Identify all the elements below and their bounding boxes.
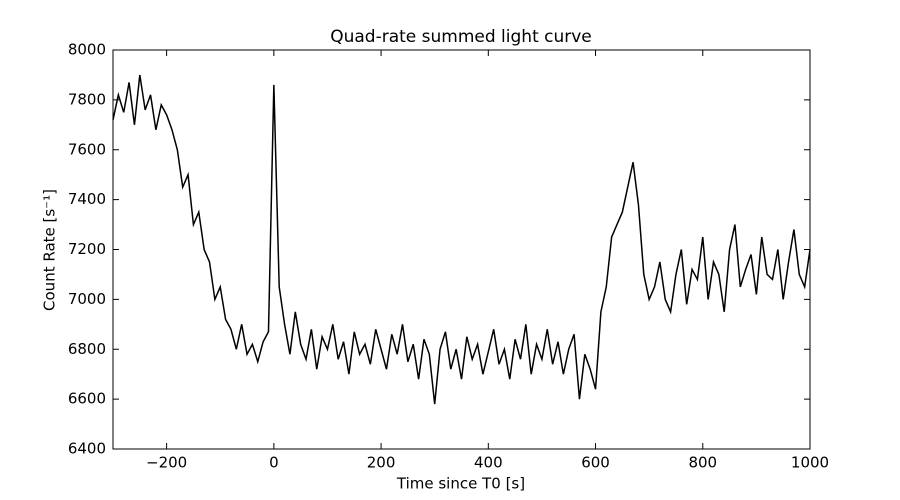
x-tick-label: 400 [474, 454, 503, 472]
y-tick-label: 8000 [68, 41, 106, 59]
data-line [112, 74, 811, 405]
y-tick-label: 7200 [68, 240, 106, 258]
x-tick-label: 800 [688, 454, 717, 472]
y-tick-label: 7600 [68, 140, 106, 158]
y-tick-label: 6800 [68, 340, 106, 358]
x-tick-label: 600 [581, 454, 610, 472]
y-axis-label: Count Rate [s⁻¹] [41, 189, 59, 311]
y-tick-label: 6600 [68, 390, 106, 408]
y-tick-label: 7000 [68, 290, 106, 308]
x-tick-label: 0 [269, 454, 279, 472]
y-tick-label: 6400 [68, 440, 106, 458]
x-tick-label: 1000 [791, 454, 829, 472]
y-tick-label: 7800 [68, 90, 106, 108]
x-tick-label: −200 [146, 454, 187, 472]
y-tick-label: 7400 [68, 190, 106, 208]
plot-frame [112, 49, 811, 450]
chart-title: Quad-rate summed light curve [330, 27, 592, 47]
x-tick-label: 200 [367, 454, 396, 472]
x-axis-label: Time since T0 [s] [396, 475, 525, 493]
